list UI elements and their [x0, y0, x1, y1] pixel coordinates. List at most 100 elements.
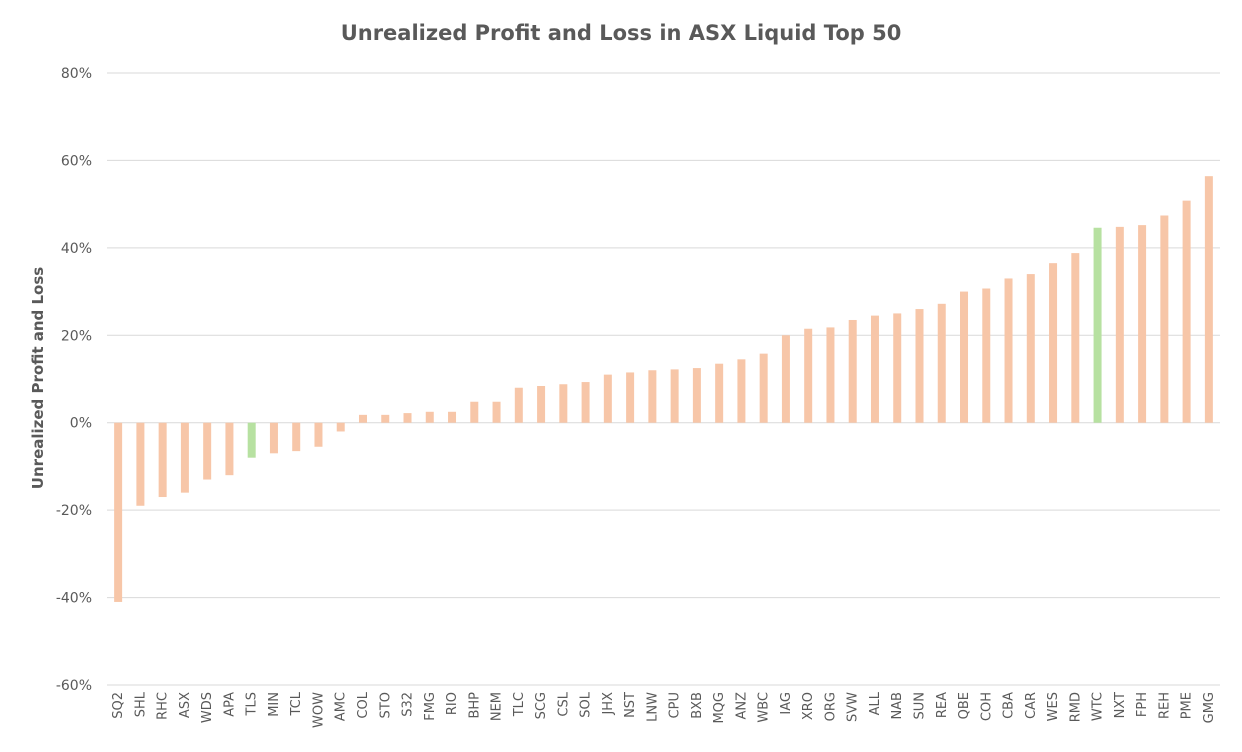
x-tick-label: FPH — [1135, 692, 1150, 717]
y-axis-label: Unrealized Profit and Loss — [29, 267, 47, 489]
x-tick-label: RMD — [1068, 692, 1083, 722]
x-tick-label: REA — [935, 692, 950, 718]
bar-fph — [1138, 225, 1147, 423]
bar-nem — [492, 401, 501, 423]
bar-min — [269, 422, 278, 454]
x-tick-label: ALL — [868, 691, 883, 715]
bar-tls — [247, 422, 256, 458]
bar-wow — [314, 422, 323, 447]
bar-wds — [203, 422, 212, 480]
x-tick-label: QBE — [957, 692, 972, 719]
x-tick-label: NXT — [1113, 692, 1128, 718]
x-tick-label: ORG — [823, 692, 838, 721]
x-tick-label: COH — [979, 692, 994, 721]
bar-nab — [893, 313, 902, 423]
bar-tcl — [292, 422, 301, 452]
x-tick-label: CSL — [556, 691, 571, 716]
x-tick-label: WDS — [200, 692, 215, 723]
x-tick-label: WBC — [757, 692, 772, 723]
bar-scg — [537, 385, 546, 423]
bar-apa — [225, 422, 234, 476]
bar-org — [826, 327, 835, 423]
x-tick-label: FMG — [423, 692, 438, 721]
bars — [114, 176, 1213, 602]
bar-wtc — [1093, 227, 1102, 423]
bar-sol — [581, 382, 590, 423]
x-tick-label: NST — [623, 692, 638, 718]
x-tick-label: STO — [378, 692, 393, 718]
bar-sun — [915, 309, 924, 423]
x-tick-label: BHP — [467, 692, 482, 719]
x-tick-label: PME — [1180, 692, 1195, 719]
x-tick-label: S32 — [401, 692, 416, 717]
bar-wbc — [759, 353, 768, 423]
x-tick-label: WTC — [1091, 692, 1106, 721]
x-tick-label: MQG — [712, 692, 727, 724]
y-tick-label: 40% — [61, 241, 92, 257]
x-tick-label: GMG — [1202, 692, 1217, 723]
x-tick-label: CAR — [1024, 692, 1039, 719]
x-tick-label: APA — [222, 692, 237, 717]
y-tick-label: -60% — [56, 678, 92, 694]
x-tick-label: MIN — [267, 692, 282, 717]
bar-rio — [448, 411, 457, 423]
bar-reh — [1160, 215, 1169, 423]
x-tick-label: IAG — [779, 692, 794, 715]
bar-pme — [1182, 200, 1191, 423]
bar-cba — [1004, 278, 1013, 423]
x-tick-label: TLS — [245, 692, 260, 716]
y-tick-label: 60% — [61, 153, 92, 169]
bar-nxt — [1115, 226, 1124, 423]
bar-shl — [136, 422, 145, 506]
y-tick-label: -20% — [56, 503, 92, 519]
x-tick-label: BXB — [690, 692, 705, 719]
bar-csl — [559, 384, 568, 423]
x-tick-label: XRO — [801, 692, 816, 720]
x-axis-ticks: SQ2 SHL RHC ASX WDS APA TLS MIN TCL WOW AMC COL STO S… — [111, 691, 1217, 728]
bar-s32 — [403, 413, 412, 423]
bar-xro — [804, 328, 813, 423]
x-tick-label: CPU — [668, 692, 683, 718]
bar-nst — [626, 372, 635, 423]
bar-fmg — [425, 411, 434, 423]
x-tick-label: NAB — [890, 692, 905, 720]
x-tick-label: COL — [356, 691, 371, 718]
bar-lnw — [648, 370, 657, 423]
x-tick-label: ASX — [178, 692, 193, 718]
x-tick-label: AMC — [334, 692, 349, 721]
chart-title: Unrealized Profit and Loss in ASX Liquid… — [341, 21, 902, 45]
bar-car — [1026, 274, 1035, 423]
bar-rhc — [158, 422, 167, 498]
x-tick-label: WOW — [311, 692, 326, 728]
x-tick-label: WES — [1046, 692, 1061, 721]
bar-bhp — [470, 401, 479, 423]
bar-mqg — [715, 363, 724, 423]
bar-qbe — [960, 291, 969, 423]
bar-svw — [848, 319, 857, 423]
x-tick-label: SUN — [912, 692, 927, 720]
x-tick-label: SQ2 — [111, 692, 126, 719]
bar-coh — [982, 288, 991, 423]
x-tick-label: JHX — [601, 692, 616, 716]
x-tick-label: ANZ — [734, 692, 749, 720]
bar-sq2 — [114, 422, 123, 602]
bar-bxb — [692, 368, 701, 423]
bar-sto — [381, 414, 390, 423]
bar-iag — [781, 335, 790, 423]
x-tick-label: SCG — [534, 692, 549, 719]
x-tick-label: TLC — [512, 692, 527, 717]
bar-amc — [336, 422, 345, 432]
bar-tlc — [514, 387, 523, 423]
x-tick-label: RIO — [445, 692, 460, 715]
bar-gmg — [1204, 176, 1213, 423]
y-tick-label: -40% — [56, 591, 92, 607]
x-tick-label: SHL — [133, 691, 148, 717]
bar-rmd — [1071, 253, 1080, 423]
y-tick-label: 0% — [70, 416, 92, 432]
bar-jhx — [603, 374, 612, 423]
x-tick-label: LNW — [645, 692, 660, 722]
x-tick-label: RHC — [156, 692, 171, 720]
y-tick-label: 80% — [61, 66, 92, 82]
